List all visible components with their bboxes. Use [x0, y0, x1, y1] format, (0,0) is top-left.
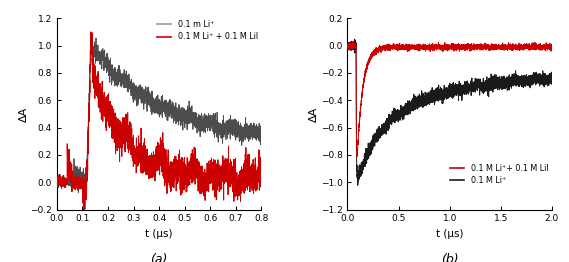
0.1 M Li⁺: [354, 184, 361, 187]
0.1 M Li⁺: [344, 42, 351, 46]
0.1 M Li⁺+ 0.1 M LiI: [353, 155, 360, 158]
Legend: 0.1 m Li⁺, 0.1 M Li⁺ + 0.1 M LiI: 0.1 m Li⁺, 0.1 M Li⁺ + 0.1 M LiI: [155, 19, 259, 43]
0.1 M Li⁺+ 0.1 M LiI: [351, 41, 358, 44]
0.1 M Li⁺+ 0.1 M LiI: [344, 43, 351, 46]
0.1 M Li⁺+ 0.1 M LiI: [542, 49, 549, 52]
0.1 M Li⁺ + 0.1 M LiI: [168, 163, 175, 166]
0.1 m Li⁺: [57, 185, 64, 188]
0.1 m Li⁺: [53, 179, 60, 182]
0.1 m Li⁺: [220, 129, 227, 133]
0.1 M Li⁺: [441, 94, 448, 97]
0.1 m Li⁺: [236, 127, 243, 130]
0.1 m Li⁺: [168, 116, 175, 119]
0.1 M Li⁺+ 0.1 M LiI: [430, 46, 437, 49]
0.1 M Li⁺ + 0.1 M LiI: [57, 178, 64, 182]
0.1 M Li⁺: [549, 77, 555, 80]
0.1 M Li⁺+ 0.1 M LiI: [432, 46, 439, 50]
Legend: 0.1 M Li⁺+ 0.1 M LiI, 0.1 M Li⁺: 0.1 M Li⁺+ 0.1 M LiI, 0.1 M Li⁺: [448, 162, 550, 187]
0.1 M Li⁺ + 0.1 M LiI: [80, 212, 87, 215]
0.1 M Li⁺+ 0.1 M LiI: [493, 46, 500, 49]
Line: 0.1 M Li⁺ + 0.1 M LiI: 0.1 M Li⁺ + 0.1 M LiI: [57, 32, 262, 214]
Line: 0.1 M Li⁺: 0.1 M Li⁺: [347, 39, 552, 185]
0.1 M Li⁺+ 0.1 M LiI: [549, 46, 555, 50]
0.1 M Li⁺: [532, 75, 539, 78]
0.1 M Li⁺ + 0.1 M LiI: [229, 166, 236, 170]
X-axis label: t (μs): t (μs): [436, 229, 463, 239]
0.1 m Li⁺: [258, 133, 265, 136]
0.1 m Li⁺: [75, 191, 82, 194]
Line: 0.1 m Li⁺: 0.1 m Li⁺: [57, 38, 262, 192]
0.1 M Li⁺ + 0.1 M LiI: [88, 30, 94, 34]
0.1 M Li⁺ + 0.1 M LiI: [236, 181, 243, 184]
0.1 m Li⁺: [229, 133, 236, 136]
0.1 M Li⁺: [542, 79, 549, 82]
Text: (b): (b): [441, 253, 459, 262]
0.1 M Li⁺ + 0.1 M LiI: [258, 168, 265, 171]
0.1 M Li⁺: [430, 95, 437, 98]
0.1 M Li⁺: [351, 37, 358, 41]
0.1 M Li⁺: [493, 80, 500, 83]
X-axis label: t (μs): t (μs): [146, 229, 173, 239]
0.1 m Li⁺: [133, 96, 140, 99]
Y-axis label: ΔA: ΔA: [309, 106, 319, 122]
0.1 M Li⁺: [432, 96, 439, 99]
0.1 M Li⁺ + 0.1 M LiI: [53, 183, 60, 186]
Text: (a): (a): [150, 253, 168, 262]
0.1 M Li⁺+ 0.1 M LiI: [441, 45, 448, 48]
Y-axis label: ΔA: ΔA: [19, 106, 29, 122]
0.1 M Li⁺ + 0.1 M LiI: [133, 136, 140, 139]
Line: 0.1 M Li⁺+ 0.1 M LiI: 0.1 M Li⁺+ 0.1 M LiI: [347, 42, 552, 157]
0.1 M Li⁺ + 0.1 M LiI: [220, 199, 227, 202]
0.1 m Li⁺: [88, 36, 94, 40]
0.1 M Li⁺+ 0.1 M LiI: [532, 44, 539, 47]
